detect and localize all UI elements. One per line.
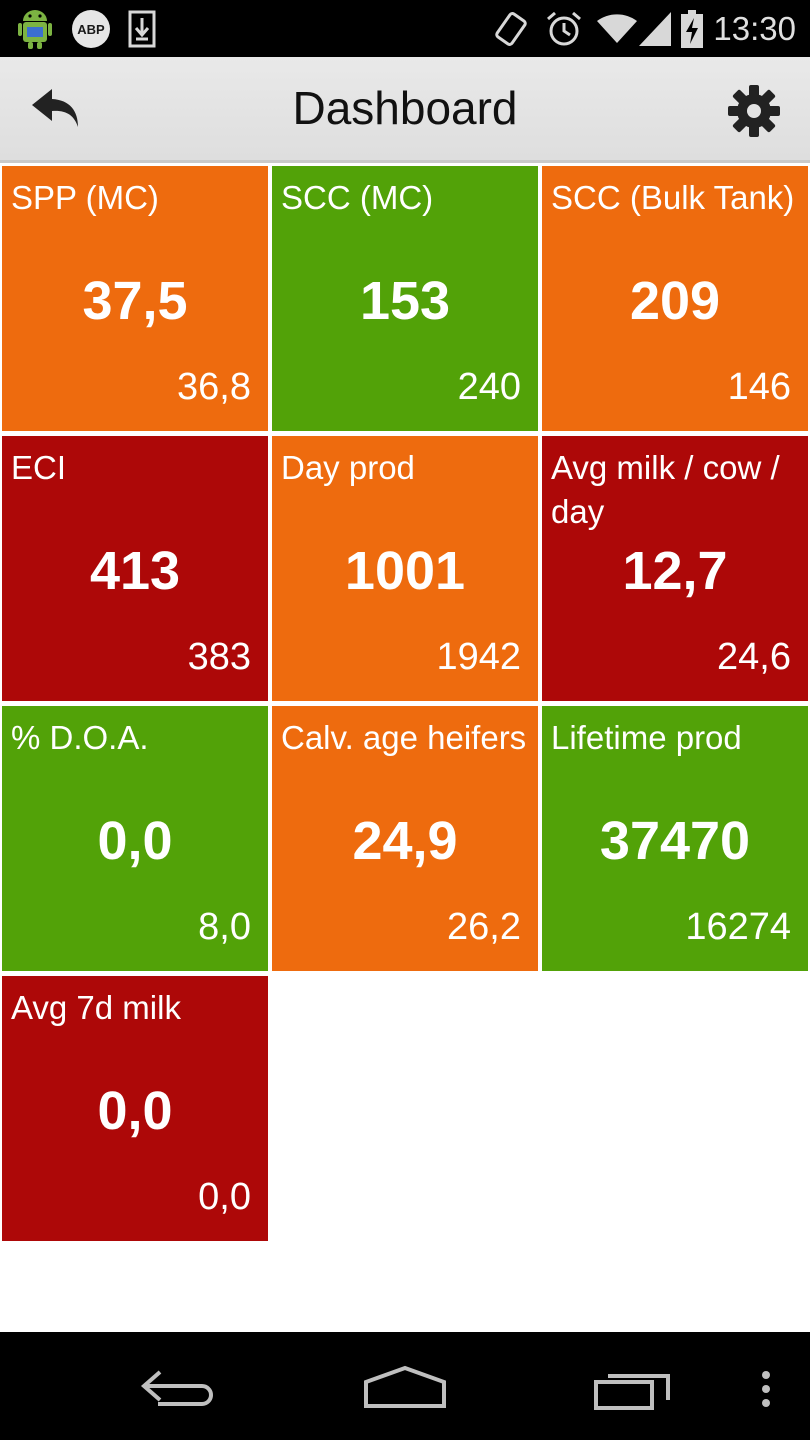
tile-day-prod[interactable]: Day prod 1001 1942 bbox=[272, 436, 538, 701]
tile-scc-bulk-tank[interactable]: SCC (Bulk Tank) 209 146 bbox=[542, 166, 808, 431]
status-bar-notifications: ABP bbox=[18, 8, 156, 50]
status-bar-system: 13:30 bbox=[493, 6, 796, 52]
back-button[interactable] bbox=[28, 81, 88, 141]
tile-reference-value: 8,0 bbox=[198, 906, 251, 948]
tile-avg-7d-milk[interactable]: Avg 7d milk 0,0 0,0 bbox=[2, 976, 268, 1241]
navigation-bar bbox=[0, 1332, 810, 1440]
nav-back-button[interactable] bbox=[140, 1366, 220, 1415]
home-icon bbox=[364, 1365, 446, 1408]
signal-icon bbox=[639, 12, 672, 46]
tile-label: SCC (Bulk Tank) bbox=[551, 179, 795, 216]
tile-value: 413 bbox=[89, 541, 181, 601]
wifi-icon bbox=[597, 13, 638, 45]
settings-button[interactable] bbox=[726, 83, 782, 139]
tile-value: 37,5 bbox=[82, 271, 188, 331]
tile-reference-value: 26,2 bbox=[447, 906, 521, 948]
menu-icon bbox=[762, 1371, 770, 1407]
tile-label: SCC (MC) bbox=[281, 179, 434, 216]
tile-reference-value: 1942 bbox=[436, 636, 521, 678]
action-bar: Dashboard bbox=[0, 57, 810, 163]
tile-reference-value: 383 bbox=[187, 636, 251, 678]
recent-apps-icon bbox=[594, 1374, 670, 1410]
nav-recent-apps-button[interactable] bbox=[592, 1366, 672, 1415]
tile-label: Avg 7d milk bbox=[11, 989, 181, 1026]
tile-calv-age-heifers[interactable]: Calv. age heifers 24,9 26,2 bbox=[272, 706, 538, 971]
back-icon bbox=[140, 1370, 213, 1406]
rotate-icon bbox=[493, 9, 529, 49]
tile-reference-value: 16274 bbox=[685, 906, 791, 948]
android-debug-icon bbox=[18, 9, 52, 49]
nav-home-button[interactable] bbox=[362, 1364, 448, 1415]
tile-reference-value: 24,6 bbox=[717, 636, 791, 678]
tile-doa-percent[interactable]: % D.O.A. 0,0 8,0 bbox=[2, 706, 268, 971]
tile-value: 12,7 bbox=[622, 541, 728, 601]
status-bar: ABP bbox=[0, 0, 810, 57]
status-time: 13:30 bbox=[713, 10, 796, 47]
tile-reference-value: 36,8 bbox=[177, 366, 251, 408]
tile-value: 153 bbox=[359, 271, 451, 331]
tile-scc-mc[interactable]: SCC (MC) 153 240 bbox=[272, 166, 538, 431]
tile-value: 0,0 bbox=[97, 811, 173, 871]
tile-value: 37470 bbox=[599, 811, 751, 871]
tile-eci[interactable]: ECI 413 383 bbox=[2, 436, 268, 701]
tile-label: ECI bbox=[11, 449, 67, 486]
tile-value: 24,9 bbox=[352, 811, 458, 871]
tile-value: 1001 bbox=[344, 541, 466, 601]
page-title: Dashboard bbox=[292, 82, 518, 134]
tile-value: 209 bbox=[629, 271, 721, 331]
tile-label: % D.O.A. bbox=[11, 719, 149, 756]
tile-label: Avg milk / cow / day bbox=[551, 449, 780, 530]
download-icon bbox=[128, 10, 156, 48]
tile-spp-mc[interactable]: SPP (MC) 37,5 36,8 bbox=[2, 166, 268, 431]
undo-arrow-icon bbox=[32, 89, 78, 127]
gear-icon bbox=[728, 85, 780, 137]
tile-label: Lifetime prod bbox=[551, 719, 742, 756]
tile-value: 0,0 bbox=[97, 1081, 173, 1141]
tile-avg-milk-cow-day[interactable]: Avg milk / cow / day 12,7 24,6 bbox=[542, 436, 808, 701]
nav-menu-button[interactable] bbox=[758, 1370, 774, 1415]
adblock-icon: ABP bbox=[72, 10, 110, 48]
tile-lifetime-prod[interactable]: Lifetime prod 37470 16274 bbox=[542, 706, 808, 971]
tile-label: SPP (MC) bbox=[11, 179, 159, 216]
tile-reference-value: 146 bbox=[727, 366, 791, 408]
tile-reference-value: 0,0 bbox=[198, 1176, 251, 1218]
tile-label: Day prod bbox=[281, 449, 415, 486]
tile-label: Calv. age heifers bbox=[281, 719, 527, 756]
tile-reference-value: 240 bbox=[457, 366, 521, 408]
alarm-icon bbox=[545, 10, 583, 48]
battery-charging-icon bbox=[681, 10, 704, 48]
